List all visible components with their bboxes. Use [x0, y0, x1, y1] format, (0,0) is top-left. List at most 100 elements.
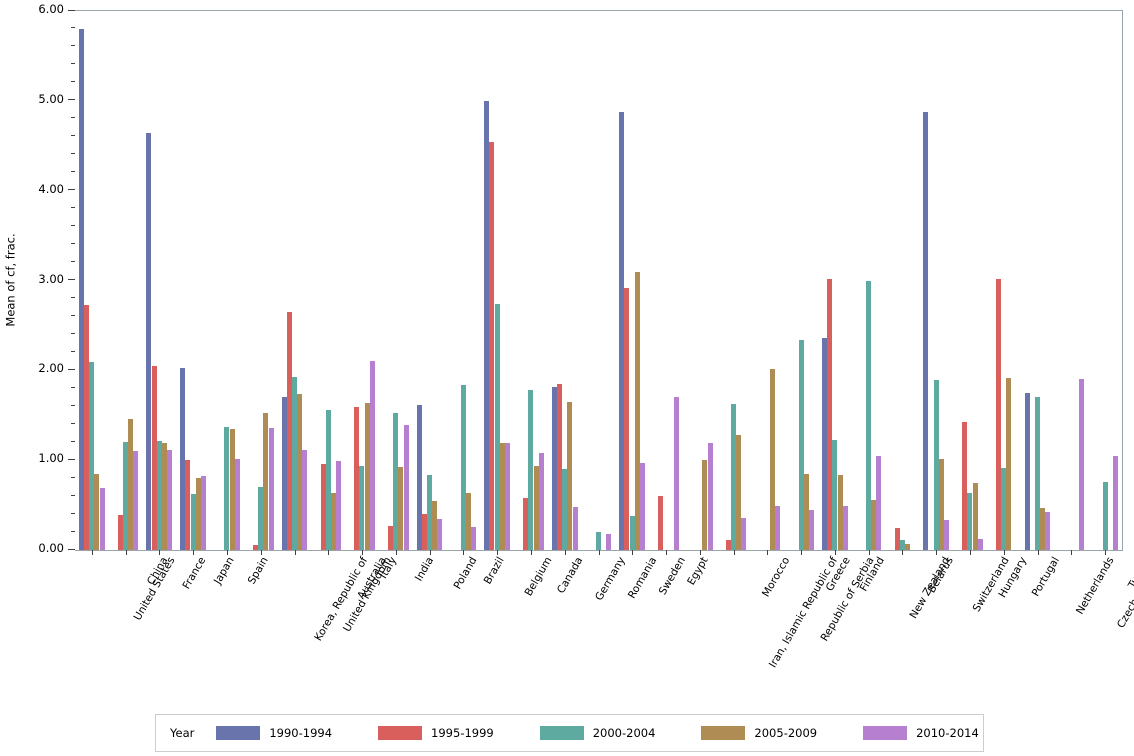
x-axis-tick — [767, 550, 769, 555]
x-axis-tick — [463, 550, 465, 555]
bar — [972, 482, 978, 550]
x-axis-tick — [1105, 550, 1107, 555]
bar — [494, 303, 500, 550]
bar — [962, 422, 968, 550]
bar — [619, 111, 625, 550]
bar — [624, 287, 630, 550]
x-axis-tick — [429, 550, 431, 555]
legend-label: 1995-1999 — [431, 726, 494, 740]
bar — [263, 412, 269, 550]
bar — [471, 526, 477, 550]
legend-entry[interactable]: 1990-1994 — [216, 726, 332, 740]
x-axis-tick — [226, 550, 228, 555]
tick-mark — [71, 494, 75, 496]
x-axis-tick-label: Spain — [245, 555, 271, 587]
x-axis-tick — [970, 550, 972, 555]
bar — [84, 304, 90, 550]
bar — [533, 466, 539, 550]
bar — [252, 544, 258, 550]
legend-entry[interactable]: 2010-2014 — [863, 726, 979, 740]
bars-container — [75, 11, 1122, 555]
y-axis-tick-label: 0.00 — [38, 541, 64, 555]
x-axis-tick — [936, 550, 938, 555]
tick-mark — [71, 63, 75, 65]
legend-label: 2000-2004 — [592, 726, 656, 740]
x-axis-tick — [868, 550, 870, 555]
bar — [388, 525, 394, 550]
bar — [258, 487, 264, 550]
bar — [421, 514, 427, 550]
tick-mark — [68, 458, 75, 460]
bar — [156, 441, 162, 550]
bar — [229, 428, 235, 550]
x-axis-tick — [260, 550, 262, 555]
y-axis: 0.00 1.00 2.00 3.00 4.00 5.00 6.00 — [0, 0, 75, 560]
x-axis-tick — [125, 550, 127, 555]
tick-mark — [68, 368, 75, 370]
bar — [629, 515, 635, 550]
legend-entry[interactable]: 2000-2004 — [539, 726, 656, 740]
bar — [336, 461, 342, 550]
x-axis-tick — [598, 550, 600, 555]
bar — [938, 459, 944, 550]
x-axis-tick — [91, 550, 93, 555]
tick-mark — [71, 27, 75, 29]
bar — [673, 397, 679, 550]
bar — [702, 460, 708, 550]
tick-mark — [71, 225, 75, 227]
x-axis-tick — [362, 550, 364, 555]
x-axis-tick-label: Romania — [625, 555, 659, 601]
legend-entry[interactable]: 1995-1999 — [378, 726, 494, 740]
bar — [1040, 507, 1046, 550]
x-axis-tick — [193, 550, 195, 555]
y-axis-tick-label: 5.00 — [38, 91, 64, 106]
bar — [185, 460, 191, 550]
bar — [1112, 455, 1118, 550]
bar — [325, 409, 331, 550]
bar — [89, 362, 95, 550]
bar — [556, 383, 562, 550]
x-axis-labels: United States China France Japan Spain Korea,… — [75, 555, 1134, 695]
bar — [567, 401, 573, 550]
tick-mark — [71, 422, 75, 424]
legend-entry[interactable]: 2005-2009 — [701, 726, 817, 740]
legend-title: Year — [170, 726, 195, 740]
bar — [427, 474, 433, 550]
x-axis-tick — [395, 550, 397, 555]
bar — [369, 361, 375, 550]
x-axis-tick-label: Germany — [592, 555, 628, 603]
tick-mark — [71, 81, 75, 83]
bar — [123, 442, 129, 550]
bar — [432, 500, 438, 550]
bar — [1001, 468, 1007, 550]
tick-mark — [68, 548, 75, 550]
bar — [195, 478, 201, 550]
plot-area — [75, 10, 1123, 555]
bar — [658, 496, 664, 550]
y-axis-tick-label: 4.00 — [38, 181, 64, 196]
y-axis-tick-label: 1.00 — [38, 451, 64, 466]
bar — [821, 338, 827, 550]
bar — [837, 475, 843, 550]
bar — [504, 443, 510, 550]
x-axis-tick — [530, 550, 532, 555]
x-axis-tick — [733, 550, 735, 555]
bar — [460, 384, 466, 550]
bar — [133, 451, 139, 550]
bar — [572, 506, 578, 550]
tick-mark — [71, 440, 75, 442]
bar — [1034, 397, 1040, 550]
y-axis-tick-label: 2.00 — [38, 361, 64, 376]
bar — [330, 492, 336, 550]
bar — [162, 443, 168, 550]
tick-mark — [71, 243, 75, 245]
tick-mark — [68, 99, 75, 101]
bar — [775, 505, 781, 550]
tick-mark — [71, 386, 75, 388]
x-axis-tick — [1071, 550, 1073, 555]
bar — [320, 463, 326, 550]
bar — [268, 427, 274, 550]
bar — [741, 517, 747, 550]
legend-label: 2010-2014 — [916, 726, 979, 740]
tick-mark — [71, 261, 75, 263]
